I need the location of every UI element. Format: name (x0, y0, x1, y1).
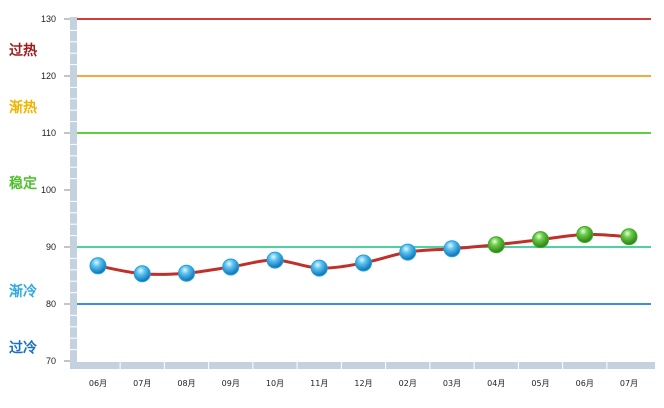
x-tick-label: 10月 (266, 379, 284, 388)
data-point[interactable] (89, 257, 107, 275)
data-point[interactable] (443, 240, 461, 258)
data-point[interactable] (133, 265, 151, 283)
zone-label: 渐冷 (9, 283, 37, 300)
data-point[interactable] (266, 251, 284, 269)
zone-label: 过冷 (9, 339, 37, 356)
x-tick-label: 08月 (177, 379, 195, 388)
x-tick-label: 06月 (576, 379, 594, 388)
x-axis-labels: 06月 07月 08月 09月 10月 11月 12月 02月 03月 04月 05月 06月 07月 (89, 362, 638, 388)
x-tick-label: 11月 (310, 379, 328, 388)
x-tick-label: 06月 (89, 379, 107, 388)
y-tick-label: 100 (41, 185, 56, 195)
zone-label: 渐热 (9, 99, 37, 116)
y-tick-label: 90 (46, 242, 56, 252)
x-tick-label: 04月 (487, 379, 505, 388)
data-point[interactable] (620, 228, 638, 246)
x-axis-bar (70, 362, 655, 369)
x-tick-label: 05月 (531, 379, 549, 388)
y-tick-label: 70 (46, 356, 56, 366)
x-tick-label: 07月 (133, 379, 151, 388)
data-point[interactable] (399, 243, 417, 261)
y-tick-label: 110 (42, 128, 56, 138)
series-layer (89, 225, 638, 283)
x-tick-label: 03月 (443, 379, 461, 388)
data-point[interactable] (178, 264, 195, 282)
x-tick-label: 02月 (399, 379, 417, 388)
x-tick-label: 12月 (354, 379, 372, 388)
data-point[interactable] (532, 231, 549, 249)
data-point[interactable] (310, 259, 328, 277)
axis-layer: 70 80 90 100 110 120 130 (41, 14, 655, 369)
data-point[interactable] (355, 254, 372, 272)
y-tick-label: 130 (41, 14, 56, 24)
y-axis-bar (70, 17, 77, 369)
y-tick-label: 120 (41, 71, 56, 81)
data-point[interactable] (487, 236, 505, 254)
reference-lines (77, 18, 651, 305)
y-tick-label: 80 (46, 299, 56, 309)
data-point[interactable] (222, 258, 240, 276)
data-point[interactable] (576, 225, 594, 243)
zone-label: 过热 (9, 42, 37, 59)
zone-label: 稳定 (9, 175, 37, 192)
x-tick-label: 09月 (222, 379, 240, 388)
x-tick-label: 07月 (620, 379, 638, 388)
